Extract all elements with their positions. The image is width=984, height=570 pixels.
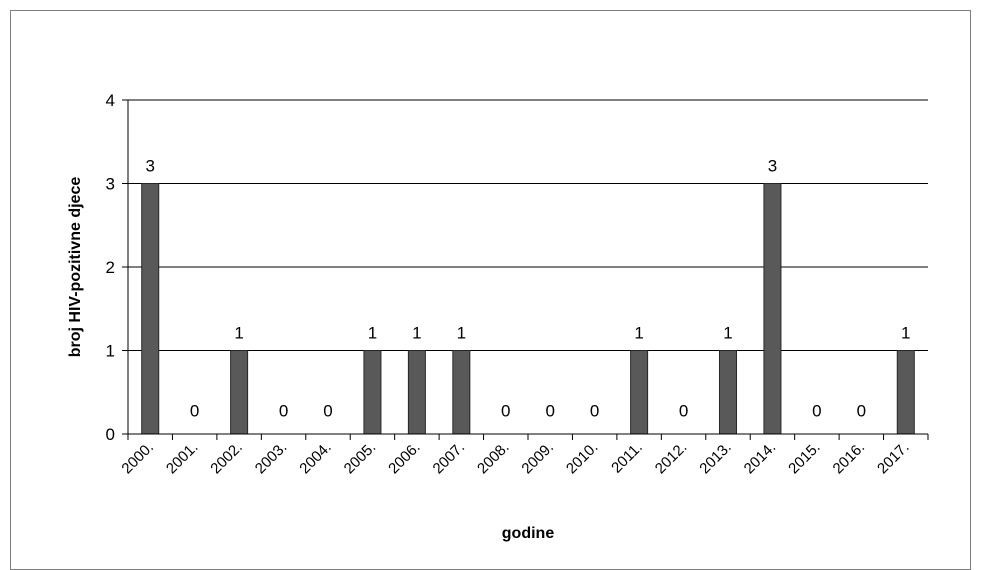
- x-tick-label: 2015.: [785, 439, 824, 478]
- y-tick-label: 3: [106, 175, 115, 194]
- data-label: 0: [323, 402, 332, 421]
- bar-chart: 0 1 2 3 4 3 0 1 0 0 1 1 1 0 0 0 1 0 1 3 0 0 1 2000. 2001. 2002.…: [67, 91, 929, 542]
- data-label: 0: [190, 402, 199, 421]
- x-tick-label: 2005.: [341, 439, 380, 478]
- x-tick-label: 2000.: [118, 439, 157, 478]
- bar-2014: [763, 183, 782, 435]
- x-axis-ticks: 2000. 2001. 2002. 2003. 2004. 2005. 2006. 2007.…: [118, 434, 929, 478]
- x-tick-label: 2010.: [563, 439, 602, 478]
- x-tick-label: 2009.: [518, 439, 557, 478]
- bar-2013: [719, 350, 737, 435]
- bar-2017: [896, 350, 915, 435]
- gridlines: [128, 99, 928, 351]
- data-labels: 3 0 1 0 0 1 1 1 0 0 0 1 0 1 3 0 0 1: [145, 157, 910, 421]
- y-tick-label: 4: [106, 91, 115, 110]
- data-label: 0: [679, 402, 688, 421]
- x-tick-label: 2012.: [652, 439, 691, 478]
- data-label: 1: [457, 324, 466, 343]
- data-label: 1: [412, 324, 421, 343]
- data-label: 0: [812, 402, 821, 421]
- data-label: 1: [234, 324, 243, 343]
- data-label: 1: [723, 324, 732, 343]
- y-axis-title: broj HIV-pozitivne djece: [67, 177, 84, 358]
- x-tick-label: 2006.: [385, 439, 424, 478]
- data-label: 3: [145, 157, 154, 176]
- data-label: 0: [857, 402, 866, 421]
- x-tick-label: 2011.: [608, 439, 646, 477]
- data-label: 1: [634, 324, 643, 343]
- data-label: 0: [590, 402, 599, 421]
- x-tick-label: 2008.: [474, 439, 513, 478]
- x-axis-title: godine: [502, 525, 555, 542]
- x-tick-label: 2014.: [741, 439, 780, 478]
- y-axis-ticks: 0 1 2 3 4: [106, 91, 128, 444]
- y-tick-label: 1: [106, 342, 115, 361]
- chart-frame: [10, 10, 971, 570]
- x-tick-label: 2001.: [163, 439, 202, 478]
- bar-2006: [407, 350, 426, 435]
- y-tick-label: 2: [106, 258, 115, 277]
- x-tick-label: 2007.: [430, 439, 469, 478]
- data-label: 1: [368, 324, 377, 343]
- y-tick-label: 0: [106, 425, 115, 444]
- x-tick-label: 2003.: [252, 439, 291, 478]
- bar-2002: [230, 350, 249, 435]
- x-tick-label: 2002.: [207, 439, 246, 478]
- data-label: 0: [279, 402, 288, 421]
- data-label: 3: [768, 157, 777, 176]
- bars: [141, 183, 915, 435]
- data-label: 0: [545, 402, 554, 421]
- bar-2000: [141, 183, 160, 435]
- bar-2005: [363, 350, 382, 435]
- x-tick-label: 2017.: [874, 439, 913, 478]
- bar-2011: [630, 350, 649, 435]
- bar-2007: [452, 350, 471, 435]
- x-tick-label: 2016.: [830, 439, 869, 478]
- data-label: 0: [501, 402, 510, 421]
- x-tick-label: 2013.: [696, 439, 735, 478]
- data-label: 1: [901, 324, 910, 343]
- x-tick-label: 2004.: [296, 439, 335, 478]
